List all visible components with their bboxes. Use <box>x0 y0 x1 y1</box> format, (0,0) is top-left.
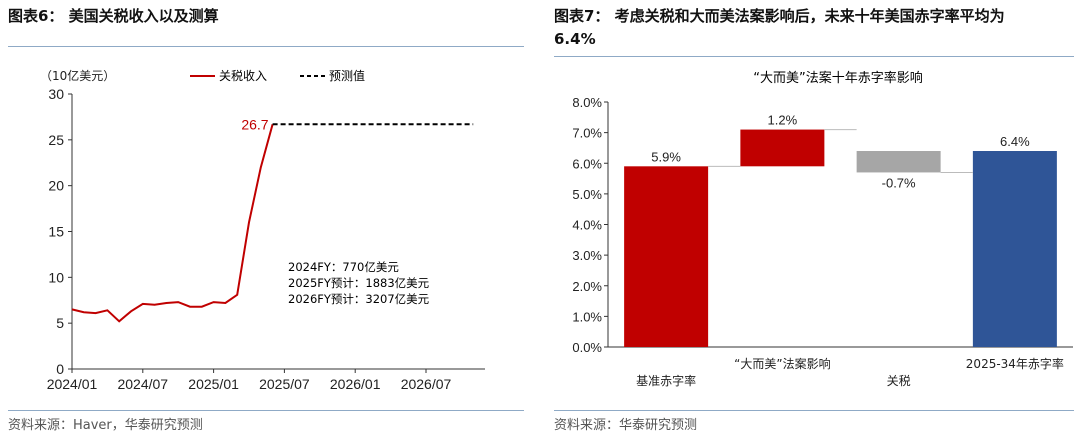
y-tick-label: 20 <box>48 178 64 194</box>
bar-value-label: 5.9% <box>651 149 681 164</box>
bar-value-label: 6.4% <box>1000 134 1030 149</box>
left-source: 资料来源：Haver，华泰研究预测 <box>8 418 203 433</box>
y-tick-label: 1.0% <box>572 309 602 324</box>
waterfall-bar <box>740 129 825 167</box>
x-category-label: 2025-34年赤字率 <box>966 356 1064 371</box>
x-tick-label: 2025/01 <box>188 376 239 392</box>
left-title-rule <box>8 46 524 47</box>
waterfall-bar <box>972 151 1057 347</box>
annotation-2024fy: 2024FY：770亿美元 <box>288 260 399 274</box>
y-tick-label: 4.0% <box>572 218 602 233</box>
y-tick-label: 0.0% <box>572 340 602 355</box>
y-tick-label: 5.0% <box>572 187 602 202</box>
right-panel: 图表7： 考虑关税和大而美法案影响后，未来十年美国赤字率平均为 6.4% “大而… <box>548 0 1080 436</box>
waterfall-bar <box>624 166 709 347</box>
x-tick-label: 2026/01 <box>330 376 381 392</box>
tariff-revenue-line <box>71 124 274 323</box>
y-tick-label: 30 <box>48 86 64 102</box>
left-chart-title: 图表6： 美国关税收入以及测算 <box>8 7 219 25</box>
y-tick-label: 25 <box>48 132 64 148</box>
deficit-waterfall-chart: “大而美”法案十年赤字率影响 0.0% 1.0% 2.0% 3.0% 4.0% 5.0% 6… <box>572 70 1073 388</box>
left-source-rule <box>8 410 524 411</box>
x-tick-label: 2024/01 <box>47 376 98 392</box>
right-title-rule <box>554 56 1074 57</box>
annotation-2026fy: 2026FY预计：3207亿美元 <box>288 292 430 306</box>
x-tick-label: 2024/07 <box>117 376 168 392</box>
y-tick-label: 5 <box>56 315 64 331</box>
right-source: 资料来源：华泰研究预测 <box>554 418 698 433</box>
legend-label-forecast: 预测值 <box>329 68 365 83</box>
x-tick-label: 2026/07 <box>401 376 452 392</box>
right-chart-title-line2: 6.4% <box>554 30 596 48</box>
x-category-label: “大而美”法案影响 <box>734 356 830 371</box>
right-source-rule <box>554 410 1074 411</box>
y-tick-label: 6.0% <box>572 156 602 171</box>
x-category-label: 关税 <box>887 374 911 388</box>
right-chart-title-line1: 图表7： 考虑关税和大而美法案影响后，未来十年美国赤字率平均为 <box>554 7 1005 25</box>
y-tick-label: 8.0% <box>572 95 602 110</box>
y-tick-label: 0 <box>56 361 64 377</box>
waterfall-title: “大而美”法案十年赤字率影响 <box>753 70 922 86</box>
left-panel: 图表6： 美国关税收入以及测算 （10亿美元） 关税收入 预测值 2024FY：… <box>0 0 530 436</box>
annotation-2025fy: 2025FY预计：1883亿美元 <box>288 276 430 290</box>
y-tick-label: 15 <box>48 224 64 240</box>
y-tick-label: 7.0% <box>572 126 602 141</box>
x-tick-label: 2025/07 <box>259 376 310 392</box>
x-category-label: 基准赤字率 <box>636 373 696 388</box>
tariff-revenue-chart: （10亿美元） 关税收入 预测值 2024FY：770亿美元 2025FY预计：… <box>40 68 485 392</box>
waterfall-bar <box>856 151 941 173</box>
y-tick-label: 10 <box>48 269 64 285</box>
bar-value-label: 1.2% <box>768 113 798 128</box>
y-tick-label: 2.0% <box>572 279 602 294</box>
y-tick-label: 3.0% <box>572 248 602 263</box>
unit-label: （10亿美元） <box>40 68 115 83</box>
bar-value-label: -0.7% <box>882 175 916 190</box>
legend-label-revenue: 关税收入 <box>219 69 267 83</box>
peak-value-label: 26.7 <box>241 116 268 132</box>
